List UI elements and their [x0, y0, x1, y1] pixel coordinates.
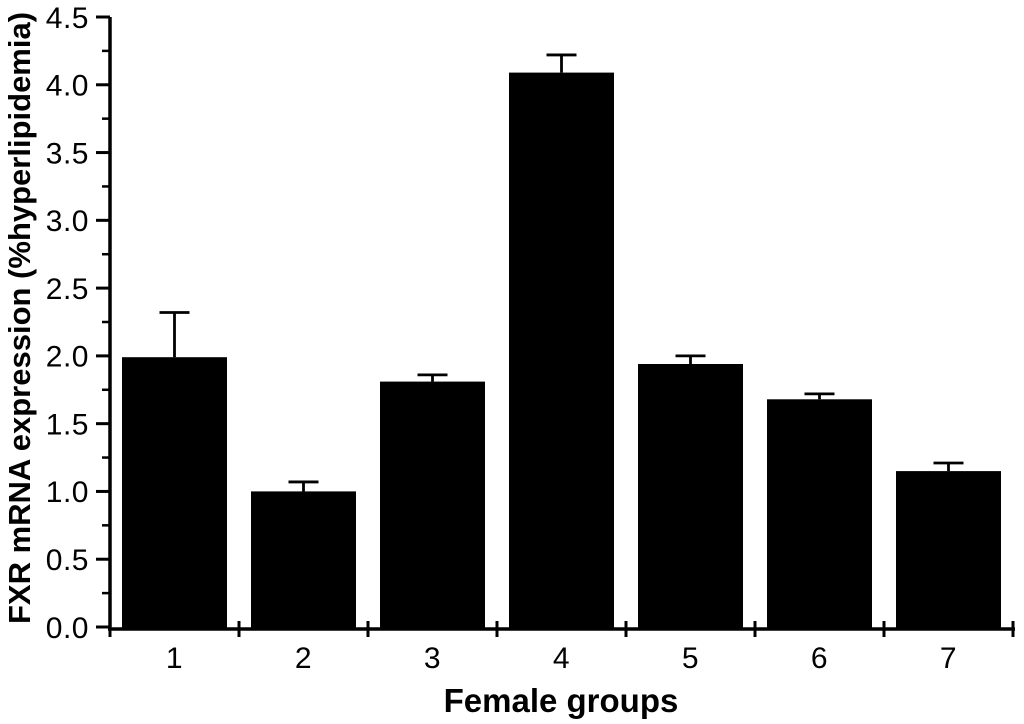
- bar: [380, 381, 485, 629]
- x-axis-title: Female groups: [444, 682, 679, 719]
- bar: [896, 471, 1001, 629]
- y-axis-tick-label: 0.5: [46, 544, 89, 577]
- y-axis-tick-label: 2.0: [46, 341, 89, 374]
- bar: [251, 491, 356, 629]
- bar: [122, 357, 227, 629]
- y-axis-title: FXR mRNA expression (%hyperlipidemia): [2, 12, 37, 624]
- y-axis-tick-label: 3.5: [46, 137, 89, 170]
- y-axis-tick-label: 1.5: [46, 408, 89, 441]
- x-axis-tick-label: 2: [295, 642, 312, 675]
- x-axis-tick-label: 7: [940, 642, 957, 675]
- plot-area: 0.0 0.5 1.0 1.5 2.0 2.5 3.0 3.5 4.0 4.5 1 2 3 4 5 6 7: [46, 2, 1015, 675]
- y-axis-tick-label: 0.0: [46, 612, 89, 645]
- bar: [509, 72, 614, 630]
- y-axis-tick-label: 4.0: [46, 70, 89, 103]
- y-axis-tick-label: 3.0: [46, 205, 89, 238]
- x-axis-tick-label: 4: [553, 642, 570, 675]
- bar: [767, 399, 872, 629]
- y-axis-tick-label: 4.5: [46, 2, 89, 35]
- y-axis-tick-label: 2.5: [46, 273, 89, 306]
- x-axis-tick-label: 3: [424, 642, 441, 675]
- y-axis-tick-label: 1.0: [46, 476, 89, 509]
- x-axis-tick-label: 6: [811, 642, 828, 675]
- x-axis-tick-label: 1: [166, 642, 183, 675]
- x-axis-tick-label: 5: [682, 642, 699, 675]
- bar: [638, 364, 743, 629]
